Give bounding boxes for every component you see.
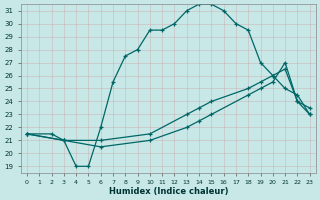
X-axis label: Humidex (Indice chaleur): Humidex (Indice chaleur) xyxy=(108,187,228,196)
